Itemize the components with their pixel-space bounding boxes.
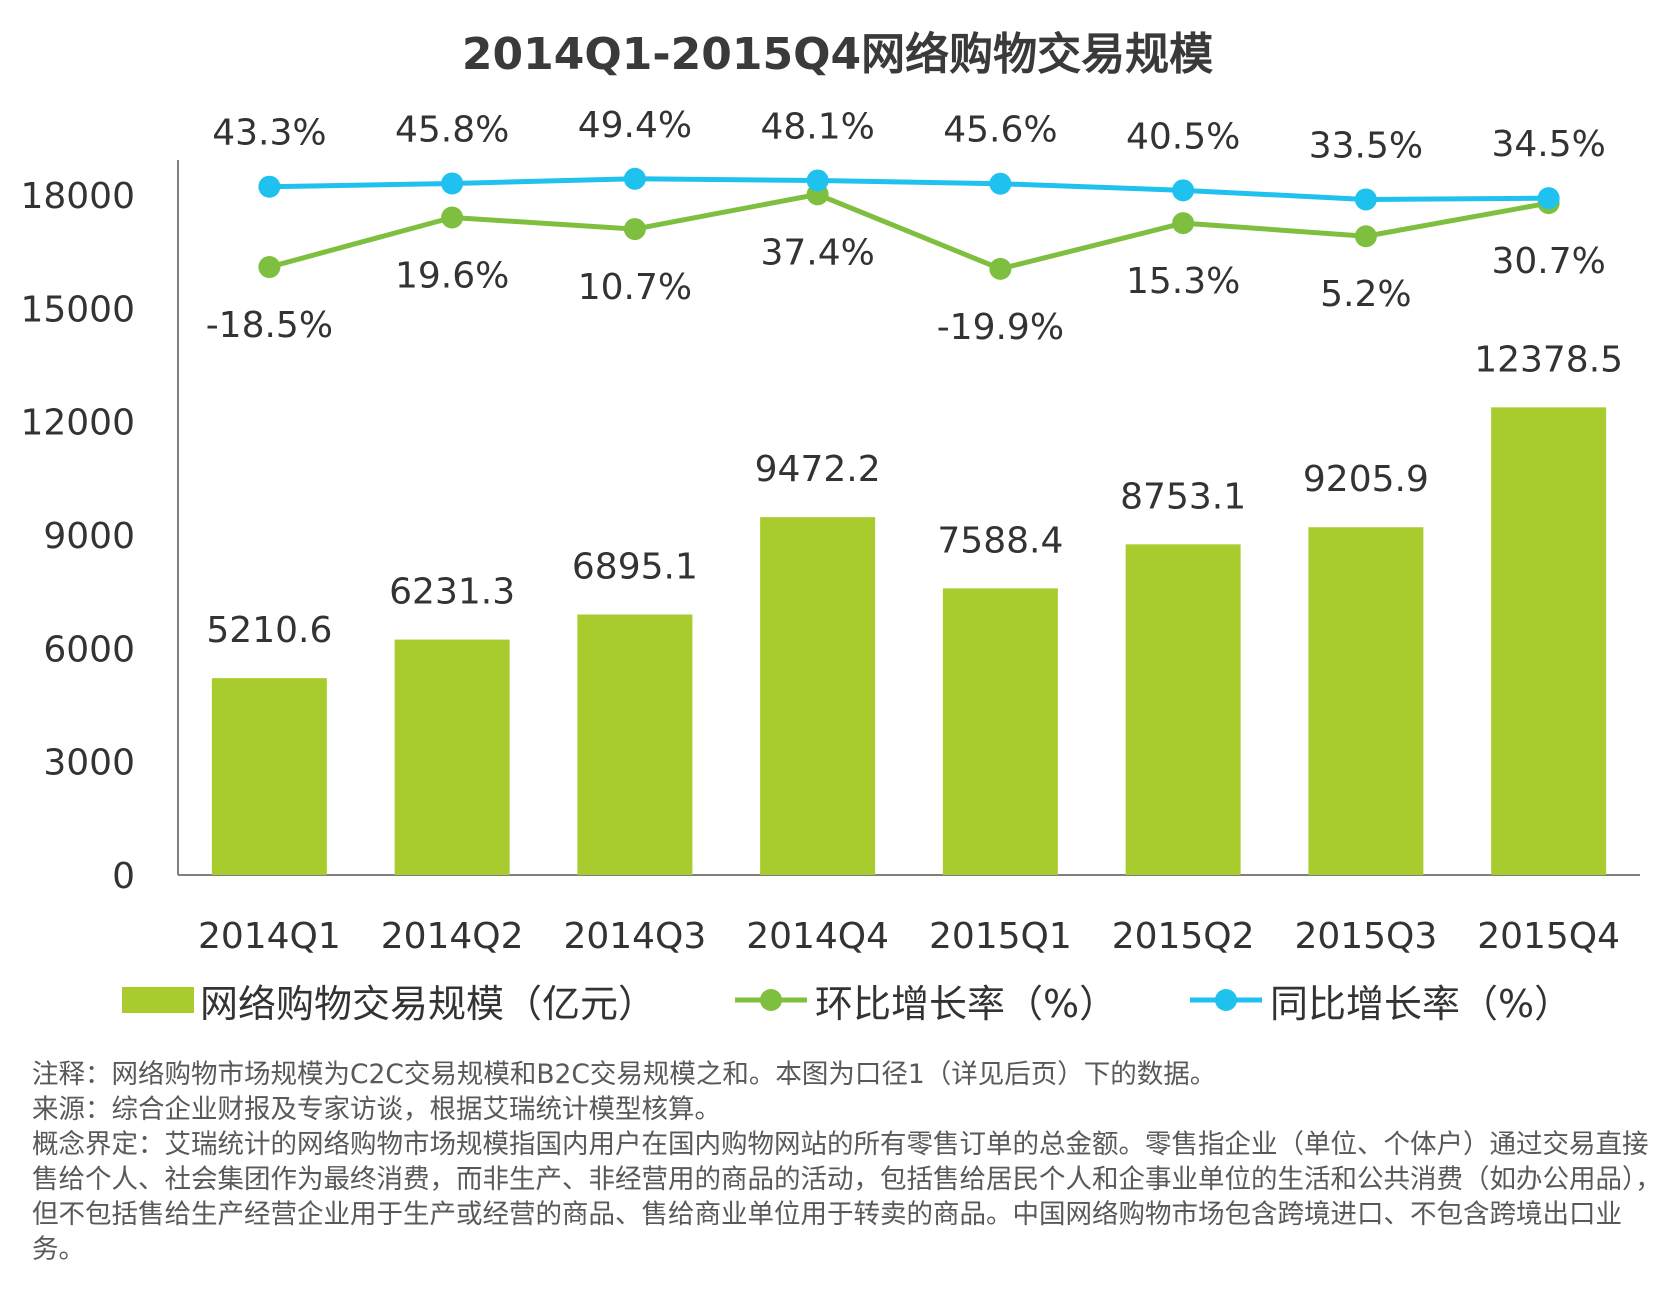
x-tick-label: 2014Q2 <box>381 916 524 957</box>
bar <box>1125 544 1241 875</box>
x-tick-label: 2014Q3 <box>563 916 706 957</box>
bar <box>577 614 693 875</box>
notes: 注释：网络购物市场规模为C2C交易规模和B2C交易规模之和。本图为口径1（详见后… <box>32 1057 1662 1267</box>
bar-value-label: 8753.1 <box>1120 476 1246 517</box>
chart-title: 2014Q1-2015Q4网络购物交易规模 <box>461 29 1214 80</box>
bar-value-label: 7588.4 <box>937 520 1063 561</box>
mom-label: 30.7% <box>1491 241 1605 282</box>
yoy-label: 45.6% <box>943 110 1057 151</box>
yoy-line <box>269 176 1549 202</box>
mom-point <box>989 257 1012 280</box>
mom-label: 15.3% <box>1126 261 1240 302</box>
legend-bar-label: 网络购物交易规模（亿元） <box>200 981 657 1026</box>
bar <box>942 588 1058 875</box>
x-tick-label: 2015Q3 <box>1294 916 1437 957</box>
y-tick-label: 12000 <box>20 403 135 444</box>
bar <box>1308 527 1424 875</box>
x-tick-label: 2015Q1 <box>929 916 1072 957</box>
yoy-label: 40.5% <box>1126 116 1240 157</box>
yoy-label: 48.1% <box>760 106 874 147</box>
bar-value-label: 6231.3 <box>389 572 515 613</box>
legend-mom-marker <box>735 989 807 1011</box>
bar-value-label: 9472.2 <box>755 449 881 490</box>
yoy-point <box>1354 188 1377 211</box>
legend-mom-label: 环比增长率（%） <box>815 981 1118 1026</box>
mom-point <box>1172 212 1195 235</box>
bar <box>1491 407 1607 875</box>
source-text: 来源：综合企业财报及专家访谈，根据艾瑞统计模型核算。 <box>32 1094 721 1125</box>
yoy-point <box>623 167 646 190</box>
mom-point <box>623 218 646 241</box>
mom-point <box>258 256 281 279</box>
mom-label: 10.7% <box>578 267 692 308</box>
mom-label: 5.2% <box>1320 274 1411 315</box>
mom-label: 37.4% <box>760 232 874 273</box>
yoy-label: 43.3% <box>212 113 326 154</box>
legend-yoy-marker <box>1190 989 1262 1011</box>
x-tick-label: 2014Q4 <box>746 916 889 957</box>
x-tick-label: 2015Q4 <box>1477 916 1620 957</box>
yoy-label: 34.5% <box>1491 124 1605 165</box>
note-text: 注释：网络购物市场规模为C2C交易规模和B2C交易规模之和。本图为口径1（详见后… <box>32 1059 1217 1090</box>
bar-value-label: 12378.5 <box>1474 339 1623 380</box>
x-tick-label: 2014Q1 <box>198 916 341 957</box>
legend-item-mom: 环比增长率（%） <box>733 975 1118 1026</box>
y-tick-label: 15000 <box>20 289 135 330</box>
yoy-point <box>1537 187 1560 210</box>
bar-value-label: 6895.1 <box>572 547 698 588</box>
yoy-label: 49.4% <box>578 105 692 146</box>
bar <box>760 517 876 875</box>
legend-item-yoy: 同比增长率（%） <box>1188 975 1573 1026</box>
chart: 0 3000 6000 9000 12000 15000 18000 5210.6 2014Q1… <box>20 105 1640 957</box>
y-tick-label: 18000 <box>20 176 135 217</box>
x-tick-label: 2015Q2 <box>1112 916 1255 957</box>
yoy-label: 33.5% <box>1309 125 1423 166</box>
legend-item-bar: 网络购物交易规模（亿元） <box>122 975 657 1026</box>
mom-point <box>1354 225 1377 248</box>
yoy-point <box>258 175 281 198</box>
y-tick-label: 0 <box>112 856 135 897</box>
y-tick-label: 3000 <box>43 743 135 784</box>
mom-label: -19.9% <box>937 307 1064 348</box>
yoy-point <box>806 169 829 192</box>
bar-value-label: 9205.9 <box>1303 459 1429 500</box>
mom-label: 19.6% <box>395 256 509 297</box>
mom-point <box>441 206 464 229</box>
bar-value-label: 5210.6 <box>206 610 332 651</box>
yoy-label: 45.8% <box>395 109 509 150</box>
yoy-point <box>441 172 464 195</box>
legend-bar-swatch <box>122 987 194 1013</box>
mom-line <box>268 191 1550 272</box>
mom-label: -18.5% <box>206 305 333 346</box>
bar <box>394 639 510 875</box>
y-tick-label: 6000 <box>43 629 135 670</box>
yoy-point <box>1172 179 1195 202</box>
bar <box>211 678 327 875</box>
y-tick-label: 9000 <box>43 516 135 557</box>
legend-yoy-label: 同比增长率（%） <box>1270 981 1573 1026</box>
definition-text: 概念界定：艾瑞统计的网络购物市场规模指国内用户在国内购物网站的所有零售订单的总金… <box>32 1129 1662 1265</box>
yoy-point <box>989 172 1012 195</box>
